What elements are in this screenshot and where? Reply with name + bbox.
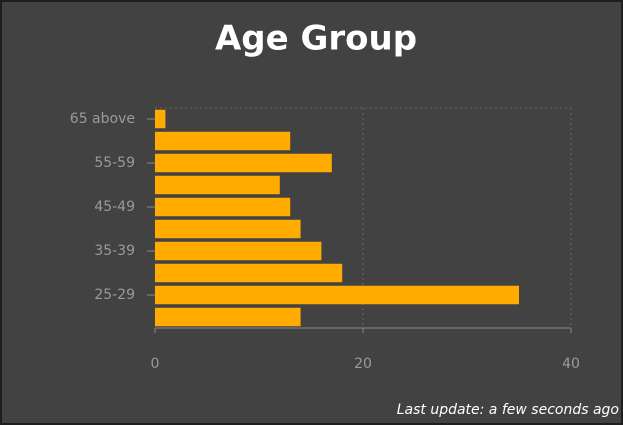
y-tick-label: 55-59: [94, 155, 135, 171]
bar: [155, 307, 301, 327]
x-tick-label: 0: [151, 356, 160, 372]
bar: [155, 175, 280, 195]
bar: [155, 131, 291, 151]
y-tick-label: 45-49: [94, 199, 135, 215]
footer: Last update: a few seconds ago: [397, 402, 619, 418]
x-tick-label: 40: [562, 356, 580, 372]
bar: [155, 285, 519, 305]
bar: [155, 241, 322, 261]
y-tick-label: 35-39: [94, 243, 135, 259]
chart-title: Age Group: [215, 19, 417, 59]
x-tick-label: 20: [354, 356, 372, 372]
y-tick-label: 25-29: [94, 287, 135, 303]
bar: [155, 263, 343, 283]
bar: [155, 109, 166, 129]
bar: [155, 197, 291, 217]
bar: [155, 219, 301, 239]
bar: [155, 153, 332, 173]
y-tick-label: 65 above: [70, 111, 135, 127]
